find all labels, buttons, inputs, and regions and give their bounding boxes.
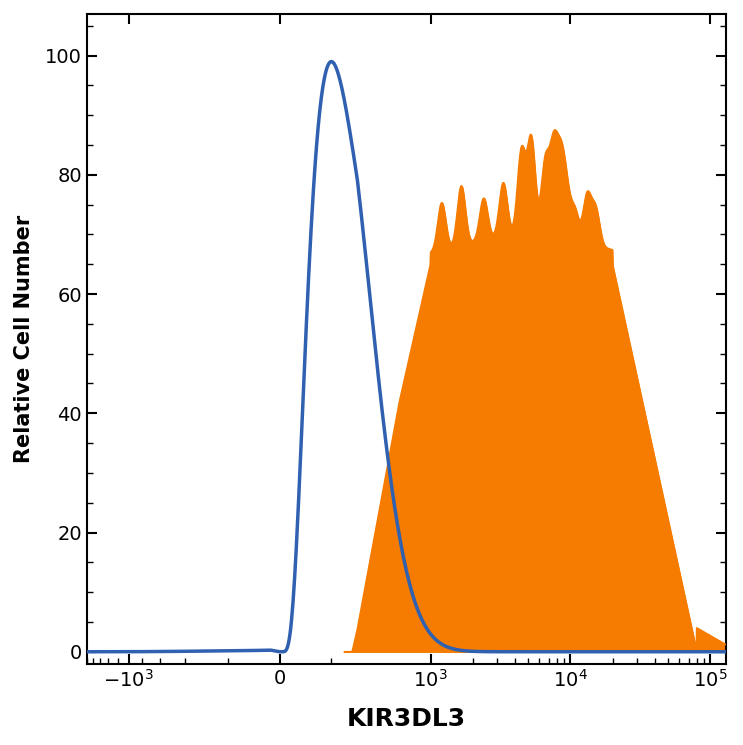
Y-axis label: Relative Cell Number: Relative Cell Number <box>14 215 34 463</box>
X-axis label: KIR3DL3: KIR3DL3 <box>347 707 466 731</box>
